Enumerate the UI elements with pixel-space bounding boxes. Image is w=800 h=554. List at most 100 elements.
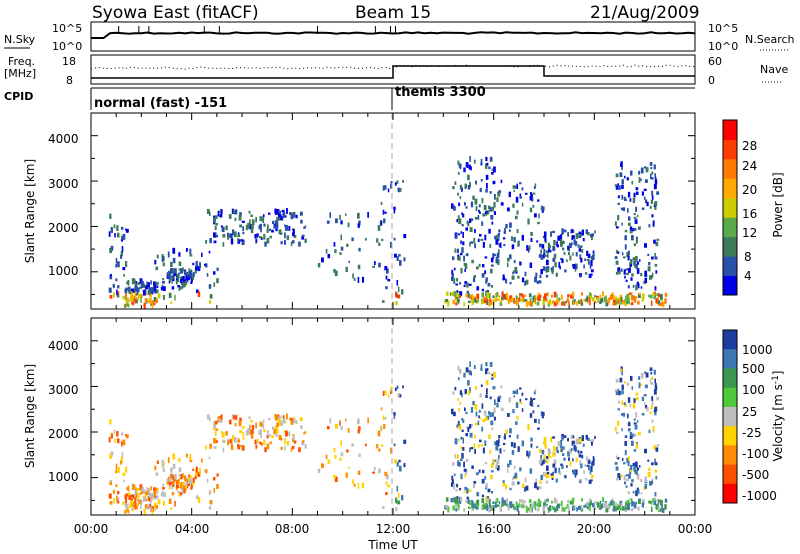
velocity-echo xyxy=(166,478,169,483)
power-echo xyxy=(658,293,662,297)
velocity-echo xyxy=(633,449,636,452)
power-echo xyxy=(458,218,462,225)
velocity-echo xyxy=(266,430,269,436)
power-echo xyxy=(255,235,258,239)
velocity-echo xyxy=(190,475,193,479)
vel-cbar-tick-minus100: -100 xyxy=(742,447,769,461)
velocity-echo xyxy=(654,412,657,416)
velocity-echo xyxy=(512,390,516,395)
power-echo xyxy=(649,275,652,280)
velocity-echo xyxy=(240,444,244,448)
velocity-echo xyxy=(461,452,464,459)
power-echo xyxy=(208,300,212,304)
power-echo xyxy=(156,254,159,259)
power-echo xyxy=(357,223,360,228)
velocity-echo xyxy=(518,502,521,508)
velocity-echo xyxy=(346,449,349,453)
velocity-echo xyxy=(578,454,582,458)
power-echo xyxy=(481,301,484,305)
velocity-echo xyxy=(504,500,507,506)
x-axis: 00:00 04:00 08:00 12:00 16:00 20:00 00:0… xyxy=(74,522,713,552)
velocity-echo xyxy=(378,468,381,474)
velocity-echo xyxy=(537,503,540,508)
velocity-echo xyxy=(215,428,218,431)
power-echo xyxy=(519,261,522,266)
power-echo xyxy=(572,229,575,233)
power-data-points xyxy=(108,156,668,309)
velocity-echo xyxy=(194,473,197,480)
velocity-echo xyxy=(471,505,474,511)
vel-cbar-tick-100: 100 xyxy=(742,383,765,397)
velocity-echo xyxy=(496,402,499,408)
velocity-echo xyxy=(635,490,638,497)
colorbar-swatch xyxy=(723,406,737,427)
power-echo xyxy=(213,217,216,223)
velocity-echo xyxy=(469,447,471,453)
power-echo xyxy=(530,194,533,197)
power-echo xyxy=(357,264,361,270)
freq-label-line1: Freq. xyxy=(8,55,35,68)
velocity-echo xyxy=(120,441,123,447)
velocity-echo xyxy=(539,501,542,507)
velocity-echo xyxy=(452,391,455,395)
power-echo xyxy=(471,302,474,306)
velocity-echo xyxy=(633,422,637,425)
velocity-echo xyxy=(544,437,547,443)
power-echo xyxy=(352,273,354,279)
velocity-echo xyxy=(654,382,657,387)
velocity-echo xyxy=(638,465,641,468)
power-echo xyxy=(277,212,281,218)
vel-cbar-tick-minus500: -500 xyxy=(742,468,769,482)
power-echo xyxy=(456,219,459,223)
velocity-echo xyxy=(457,505,461,508)
power-echo xyxy=(150,280,152,285)
velocity-echo xyxy=(530,397,532,400)
power-echo xyxy=(474,198,478,205)
power-echo xyxy=(586,250,589,256)
power-echo xyxy=(638,292,641,296)
power-echo xyxy=(489,243,492,248)
velocity-echo xyxy=(376,443,379,449)
velocity-echo xyxy=(648,500,652,504)
velocity-echo xyxy=(247,428,250,435)
velocity-echo xyxy=(132,508,135,512)
velocity-echo xyxy=(256,439,259,443)
velocity-echo xyxy=(300,425,303,430)
velocity-echo xyxy=(149,504,151,507)
power-echo xyxy=(495,239,499,245)
power-echo xyxy=(488,205,490,210)
velocity-echo xyxy=(492,501,495,504)
velocity-echo xyxy=(162,500,165,506)
velocity-echo xyxy=(557,441,561,447)
velocity-echo xyxy=(581,454,584,459)
power-echo xyxy=(583,264,585,269)
velocity-echo xyxy=(476,492,480,497)
power-echo xyxy=(511,244,515,250)
power-echo xyxy=(156,285,159,289)
velocity-echo xyxy=(622,412,626,417)
date-title: 21/Aug/2009 xyxy=(590,3,700,23)
power-echo xyxy=(281,210,285,213)
velocity-echo xyxy=(385,492,388,496)
power-echo xyxy=(533,295,536,300)
power-echo xyxy=(128,289,131,294)
velocity-echo xyxy=(469,432,473,438)
velocity-echo xyxy=(185,453,188,458)
power-echo xyxy=(618,270,621,275)
power-echo xyxy=(222,242,225,247)
velocity-echo xyxy=(605,508,608,513)
velocity-echo xyxy=(326,426,330,430)
power-echo xyxy=(494,254,497,256)
power-echo xyxy=(488,228,491,234)
velocity-echo xyxy=(488,507,491,513)
velocity-echo xyxy=(345,472,348,478)
power-echo xyxy=(255,239,258,243)
power-echo xyxy=(648,294,652,298)
power-echo xyxy=(459,184,462,190)
velocity-echo xyxy=(573,445,576,451)
power-echo xyxy=(235,209,238,215)
power-echo xyxy=(291,240,295,244)
power-echo xyxy=(496,292,499,297)
power-echo xyxy=(502,277,506,281)
velocity-echo xyxy=(533,391,536,395)
